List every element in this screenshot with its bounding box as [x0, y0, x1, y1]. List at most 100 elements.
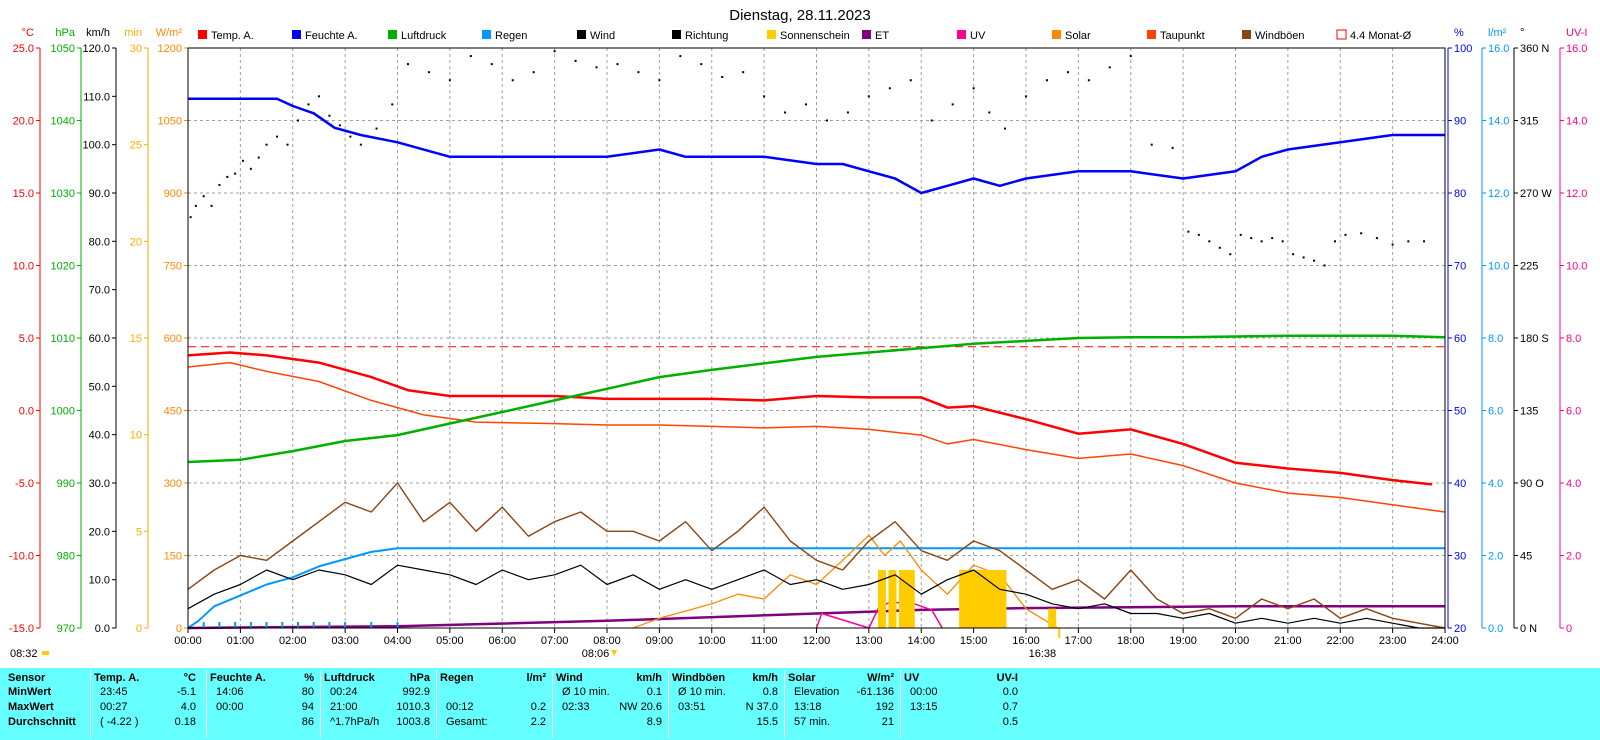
wind-tick-label: 100.0 [82, 140, 110, 152]
weather-chart: Dienstag, 28.11.2023 Temp. A. Feuchte A. L… [9, 7, 1588, 660]
sunshine-bar [982, 570, 991, 628]
direction-point [930, 119, 933, 122]
chart-title: Dienstag, 28.11.2023 [729, 7, 871, 24]
minutes-tick-label: 10 [130, 430, 142, 442]
stats-row-label: MinWert [8, 686, 52, 698]
x-tick-label: 22:00 [1326, 635, 1354, 647]
x-tick-label: 13:00 [855, 635, 883, 647]
stats-header: Regen [440, 672, 474, 684]
stats-row-label: Durchschnitt [8, 716, 76, 728]
stats-cell-value: -61.136 [856, 686, 894, 698]
temp-tick-label: 5.0 [19, 333, 34, 345]
direction-point [218, 183, 221, 186]
direction-point [1150, 143, 1153, 146]
direction-point [317, 95, 320, 98]
stats-header: Solar [788, 672, 816, 684]
direction-tick-label: 225 [1520, 261, 1538, 273]
direction-point [338, 124, 341, 127]
sunshine-bar [1048, 608, 1057, 628]
x-tick-label: 18:00 [1117, 635, 1145, 647]
direction-point [469, 55, 472, 58]
direction-point [189, 216, 192, 219]
legend-label: Richtung [685, 30, 728, 42]
direction-point [1281, 240, 1284, 243]
sunshine-bar [967, 570, 976, 628]
luftdruck-line [187, 334, 1446, 464]
legend-label: ET [875, 30, 889, 42]
direction-tick-label: 0 N [1520, 623, 1537, 635]
solar-tick-label: 0 [176, 623, 182, 635]
rain-axis-unit: l/m² [1488, 27, 1507, 39]
direction-point [210, 204, 213, 207]
series [187, 50, 1446, 630]
sunset-label: 16:38 [1029, 648, 1057, 660]
rain-tick-label: 0.0 [1488, 623, 1503, 635]
stats-cell-time: 21:00 [330, 701, 358, 713]
stats-cell-time: 14:06 [216, 686, 244, 698]
minutes-tick-label: 25 [130, 140, 142, 152]
x-tick-label: 17:00 [1065, 635, 1093, 647]
direction-tick-label: 135 [1520, 406, 1538, 418]
direction-point [742, 71, 745, 74]
minutes-tick-label: 0 [136, 623, 142, 635]
uv-tick-label: 6.0 [1566, 406, 1581, 418]
x-tick-label: 15:00 [960, 635, 988, 647]
direction-point [888, 87, 891, 90]
x-tick-label: 05:00 [436, 635, 464, 647]
stats-cell-time: ^1.7hPa/h [330, 716, 380, 728]
direction-point [909, 79, 912, 82]
direction-point [1045, 79, 1048, 82]
minutes-tick-label: 30 [130, 43, 142, 55]
direction-point [637, 71, 640, 74]
direction-point [202, 195, 205, 198]
direction-tick-label: 90 O [1520, 478, 1544, 490]
direction-point [595, 66, 598, 69]
legend-swatch [292, 30, 301, 39]
direction-point [679, 55, 682, 58]
stats-column-separator [668, 670, 669, 738]
rain-tick-label: 16.0 [1488, 43, 1509, 55]
sunshine-icon [42, 651, 49, 655]
humidity-tick-label: 20 [1454, 623, 1466, 635]
legend-label: Taupunkt [1160, 30, 1205, 42]
direction-point [1171, 146, 1174, 149]
stats-header: UV [904, 672, 920, 684]
wind-axis-unit: km/h [86, 27, 110, 39]
stats-column-separator [552, 670, 553, 738]
legend-swatch [672, 30, 681, 39]
x-tick-label: 09:00 [646, 635, 674, 647]
solar-tick-label: 450 [164, 406, 182, 418]
stats-cell-value: 0.1 [646, 686, 662, 698]
direction-point [349, 135, 352, 138]
direction-tick-label: 180 S [1520, 333, 1549, 345]
humidity-tick-label: 40 [1454, 478, 1466, 490]
stats-cell-value: 0.0 [1002, 686, 1018, 698]
x-tick-label: 10:00 [698, 635, 726, 647]
rain-tick-label: 6.0 [1488, 406, 1503, 418]
x-tick-label: 06:00 [488, 635, 516, 647]
stats-cell-value: 80 [301, 686, 314, 698]
stats-cell-time: ( -4.22 ) [100, 716, 139, 728]
legend-swatch [957, 30, 966, 39]
direction-point [1423, 240, 1426, 243]
pressure-tick-label: 970 [57, 623, 75, 635]
uv-tick-label: 14.0 [1566, 116, 1587, 128]
humidity-axis-unit: % [1454, 27, 1464, 39]
legend-swatch [767, 30, 776, 39]
direction-point [249, 167, 252, 170]
stats-cell-value: 0.18 [174, 716, 196, 728]
direction-point [1360, 232, 1363, 235]
direction-point [658, 79, 661, 82]
temp-tick-label: 0.0 [19, 406, 34, 418]
stats-cell-value: 0.8 [762, 686, 778, 698]
x-tick-label: 00:00 [174, 635, 202, 647]
direction-tick-label: 45 [1520, 551, 1532, 563]
uv-tick-label: 0 [1566, 623, 1572, 635]
direction-point [1260, 240, 1263, 243]
direction-point [846, 111, 849, 114]
pressure-tick-label: 980 [57, 551, 75, 563]
legend-label: Solar [1065, 30, 1091, 42]
rain-tick-label: 2.0 [1488, 551, 1503, 563]
x-tick-label: 07:00 [541, 635, 569, 647]
sunshine-bar [998, 570, 1007, 628]
